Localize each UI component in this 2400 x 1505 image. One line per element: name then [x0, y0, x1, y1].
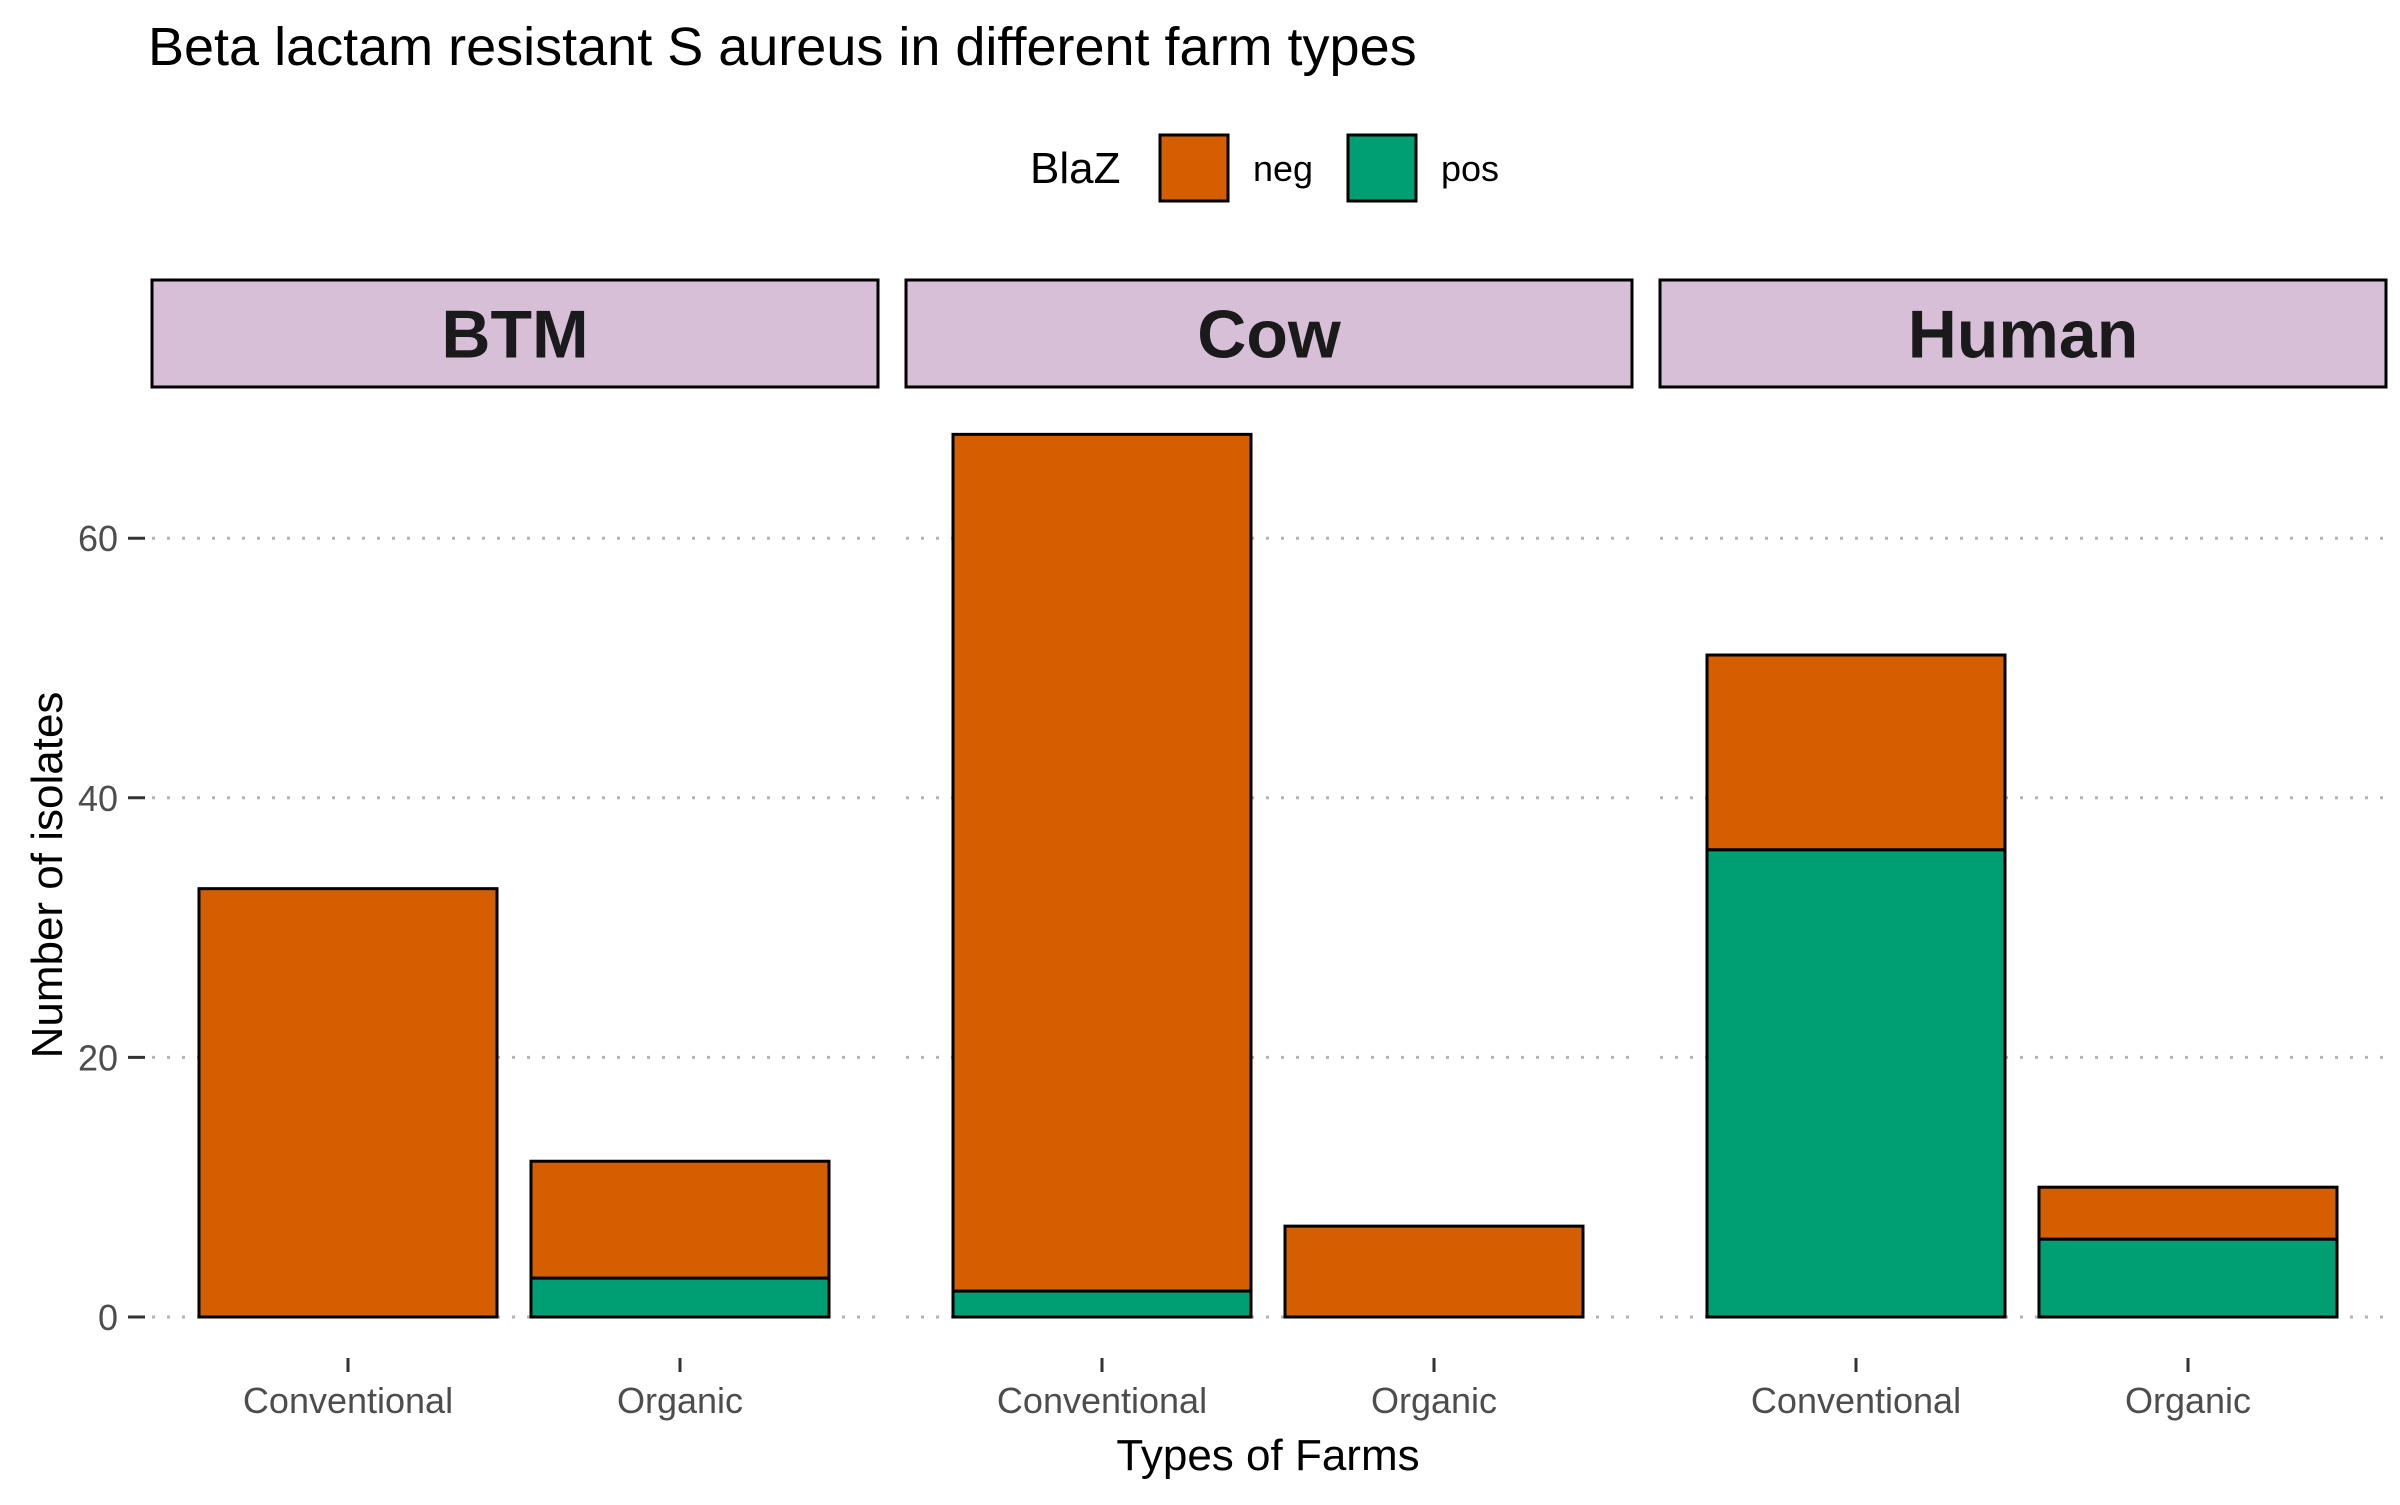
- bar-segment-neg: [1705, 653, 2007, 852]
- bar-segment-pos: [951, 1289, 1253, 1319]
- x-tick-label: Conventional: [1751, 1380, 1961, 1421]
- y-tick-label: 40: [78, 778, 118, 819]
- legend-key-neg: [1158, 133, 1230, 203]
- legend-title: BlaZ: [1030, 144, 1120, 193]
- bar-segment-pos: [529, 1276, 831, 1319]
- legend-label-neg: neg: [1253, 148, 1313, 189]
- plot-area: 0 20 40 60 BTM Conventional Organic Cow Conventi…: [78, 278, 2388, 1421]
- bar-segment-pos: [2037, 1237, 2339, 1319]
- facet-strip-label: BTM: [441, 297, 588, 373]
- legend: BlaZ neg pos: [1030, 133, 1499, 203]
- facet-strip-label: Human: [1908, 297, 2138, 373]
- facet-strip-cow: [904, 278, 1634, 389]
- y-tick-label: 20: [78, 1037, 118, 1078]
- bar-segment-neg: [529, 1159, 831, 1280]
- bar-segment-neg: [951, 432, 1253, 1293]
- y-tick-label: 60: [78, 518, 118, 559]
- y-tick-label: 0: [98, 1297, 118, 1338]
- x-tick-label: Conventional: [997, 1380, 1207, 1421]
- bar-segment-neg: [2037, 1185, 2339, 1241]
- facet-strip-btm: [150, 278, 880, 389]
- facet-strip-label: Cow: [1197, 297, 1342, 373]
- x-tick-label: Organic: [617, 1380, 743, 1421]
- bar-segment-neg: [197, 887, 499, 1319]
- facet-strip-human: [1658, 278, 2388, 389]
- x-tick-label: Organic: [1371, 1380, 1497, 1421]
- legend-key-pos: [1346, 133, 1418, 203]
- x-tick-label: Conventional: [243, 1380, 453, 1421]
- x-tick-label: Organic: [2125, 1380, 2251, 1421]
- x-axis-title: Types of Farms: [1116, 1431, 1419, 1480]
- y-axis-title: Number of isolates: [23, 692, 72, 1059]
- bar-segment-neg: [1283, 1224, 1585, 1319]
- bar-segment-pos: [1705, 848, 2007, 1319]
- legend-label-pos: pos: [1441, 148, 1499, 189]
- chart-title: Beta lactam resistant S aureus in differ…: [148, 17, 1417, 77]
